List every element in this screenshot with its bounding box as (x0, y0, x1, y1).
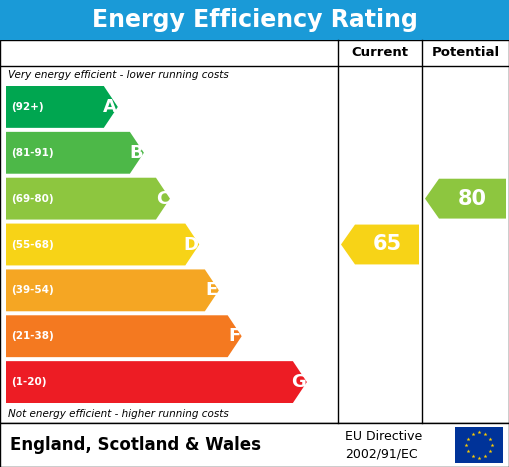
Text: (55-68): (55-68) (11, 240, 54, 249)
Text: (92+): (92+) (11, 102, 44, 112)
Text: D: D (183, 235, 199, 254)
Bar (455, 427, 503, 463)
Text: B: B (129, 144, 143, 162)
Polygon shape (341, 225, 419, 264)
Polygon shape (6, 86, 118, 128)
Text: A: A (103, 98, 117, 116)
Text: England, Scotland & Wales: England, Scotland & Wales (10, 436, 261, 454)
Text: (81-91): (81-91) (11, 148, 53, 158)
Bar (0, 40, 509, 423)
Text: F: F (229, 327, 241, 345)
Bar (0, 0, 509, 40)
Text: G: G (291, 373, 306, 391)
Text: (39-54): (39-54) (11, 285, 54, 295)
Text: 80: 80 (458, 189, 487, 209)
Polygon shape (425, 179, 506, 219)
Text: C: C (156, 190, 169, 208)
Polygon shape (6, 269, 219, 311)
Polygon shape (6, 132, 144, 174)
Text: 65: 65 (373, 234, 402, 255)
Polygon shape (6, 361, 307, 403)
Text: Current: Current (352, 47, 409, 59)
Polygon shape (6, 315, 242, 357)
Polygon shape (6, 178, 170, 219)
Text: EU Directive
2002/91/EC: EU Directive 2002/91/EC (345, 430, 422, 460)
Text: (69-80): (69-80) (11, 194, 53, 204)
Text: (1-20): (1-20) (11, 377, 46, 387)
Bar (0, 423, 509, 467)
Text: Energy Efficiency Rating: Energy Efficiency Rating (92, 8, 417, 32)
Text: Potential: Potential (432, 47, 499, 59)
Text: (21-38): (21-38) (11, 331, 54, 341)
Polygon shape (6, 224, 200, 265)
Text: Very energy efficient - lower running costs: Very energy efficient - lower running co… (8, 70, 229, 80)
Text: E: E (206, 281, 218, 299)
Text: Not energy efficient - higher running costs: Not energy efficient - higher running co… (8, 409, 229, 419)
